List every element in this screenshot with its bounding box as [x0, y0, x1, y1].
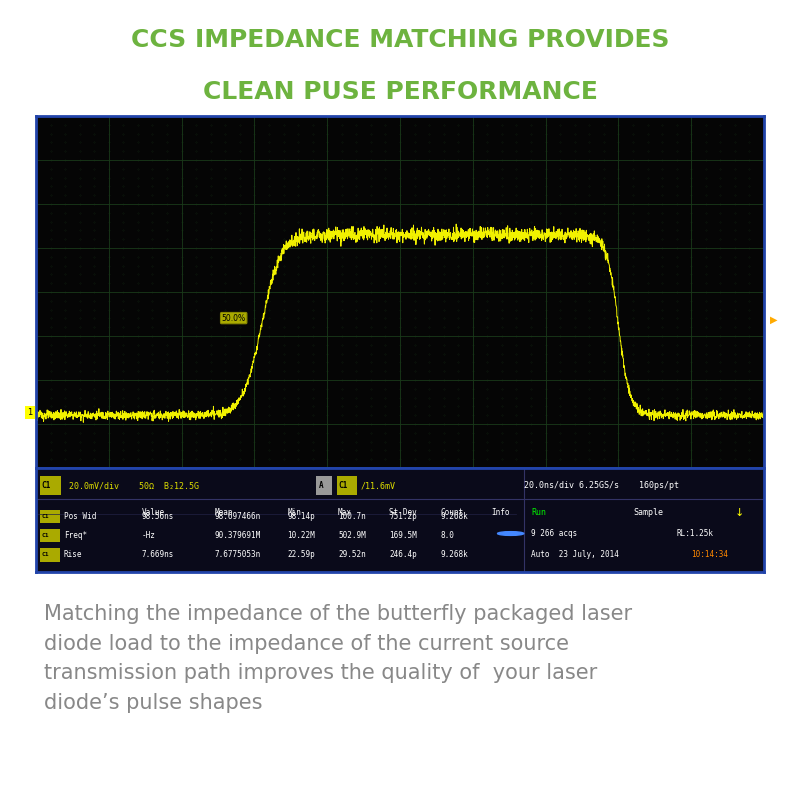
Text: 8.0: 8.0 [440, 531, 454, 540]
Text: CCS IMPEDANCE MATCHING PROVIDES: CCS IMPEDANCE MATCHING PROVIDES [130, 28, 670, 52]
Text: 246.4p: 246.4p [389, 550, 417, 559]
Text: 22.59p: 22.59p [287, 550, 315, 559]
Text: Max: Max [338, 507, 352, 517]
Text: 50.0%: 50.0% [222, 314, 246, 322]
Text: 29.52n: 29.52n [338, 550, 366, 559]
Text: CLEAN PUSE PERFORMANCE: CLEAN PUSE PERFORMANCE [202, 80, 598, 104]
Text: C1: C1 [339, 481, 348, 490]
Text: 7.669ns: 7.669ns [142, 550, 174, 559]
Text: 9.268k: 9.268k [440, 512, 468, 521]
Text: 502.9M: 502.9M [338, 531, 366, 540]
Text: Matching the impedance of the butterfly packaged laser
diode load to the impedan: Matching the impedance of the butterfly … [44, 604, 632, 713]
Text: 100.7n: 100.7n [338, 512, 366, 521]
Text: 9.268k: 9.268k [440, 550, 468, 559]
Text: i: i [510, 530, 512, 537]
Text: ▶: ▶ [770, 314, 778, 325]
Text: C1: C1 [41, 514, 49, 519]
Text: 751.2p: 751.2p [389, 512, 417, 521]
Text: 169.5M: 169.5M [389, 531, 417, 540]
Text: St Dev: St Dev [389, 507, 417, 517]
Text: Rise: Rise [64, 550, 82, 559]
Text: C1: C1 [41, 533, 49, 538]
Text: 90.379691M: 90.379691M [214, 531, 261, 540]
Text: Count: Count [440, 507, 463, 517]
Bar [40, 476, 62, 495]
Text: Freq*: Freq* [64, 531, 86, 540]
Text: C1: C1 [42, 481, 51, 490]
Text: 1: 1 [27, 408, 33, 418]
Bar [40, 510, 60, 523]
Text: Mean: Mean [214, 507, 233, 517]
Text: 7.6775053n: 7.6775053n [214, 550, 261, 559]
Text: 98.14p: 98.14p [287, 512, 315, 521]
Text: A: A [318, 481, 323, 490]
Text: 9 266 acqs: 9 266 acqs [531, 530, 578, 538]
Text: Value: Value [142, 507, 165, 517]
Bar [40, 529, 60, 542]
Text: 20.0ns/div 6.25GS/s    160ps/pt: 20.0ns/div 6.25GS/s 160ps/pt [524, 481, 678, 490]
Text: 10:14:34: 10:14:34 [691, 550, 728, 559]
Text: Min: Min [287, 507, 301, 517]
Bar [40, 548, 60, 562]
Text: /11.6mV: /11.6mV [361, 481, 396, 490]
Circle shape [498, 532, 524, 535]
Text: Info: Info [491, 507, 510, 517]
Text: 10.22M: 10.22M [287, 531, 315, 540]
Text: C1: C1 [41, 552, 49, 558]
Text: Sample: Sample [633, 507, 663, 517]
Text: Auto  23 July, 2014: Auto 23 July, 2014 [531, 550, 619, 559]
Text: 98.56ns: 98.56ns [142, 512, 174, 521]
Text: ↓: ↓ [735, 507, 744, 518]
Text: 98.697466n: 98.697466n [214, 512, 261, 521]
Bar [316, 476, 332, 495]
Text: -Hz: -Hz [142, 531, 155, 540]
Bar [337, 476, 357, 495]
Text: Run: Run [531, 507, 546, 517]
Text: 20.0mV/div    50Ω  B₂12.5G: 20.0mV/div 50Ω B₂12.5G [69, 481, 198, 490]
Text: Pos Wid: Pos Wid [64, 512, 96, 521]
Text: RL:1.25k: RL:1.25k [677, 530, 714, 538]
